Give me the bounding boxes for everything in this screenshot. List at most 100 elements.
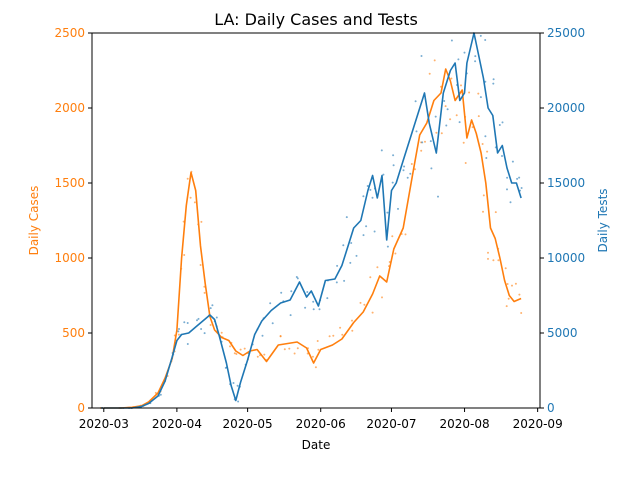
data-point-tests [391, 181, 394, 184]
data-point-tests [415, 130, 418, 133]
data-point-tests [349, 261, 352, 264]
data-point-cases [487, 257, 489, 260]
data-point-cases [283, 348, 286, 351]
data-point-cases [494, 211, 497, 214]
data-point-tests [183, 321, 186, 324]
x-tick-label: 2020-04 [152, 417, 202, 431]
data-point-tests [437, 195, 439, 198]
y-left-tick-label: 1500 [54, 176, 85, 190]
data-point-tests [335, 281, 338, 284]
data-point-cases [376, 266, 379, 269]
data-point-cases [363, 303, 366, 306]
y-axis-label-right: Daily Tests [596, 188, 610, 252]
data-point-cases [518, 293, 521, 296]
data-point-tests [450, 39, 453, 42]
data-point-cases [482, 210, 484, 213]
data-point-cases [316, 340, 319, 342]
data-point-tests [343, 279, 346, 282]
data-point-tests [463, 51, 466, 54]
data-point-cases [468, 91, 471, 94]
data-point-cases [200, 220, 203, 223]
data-point-tests [345, 216, 348, 219]
data-point-tests [382, 173, 385, 176]
data-point-tests [369, 188, 372, 191]
x-tick-label: 2020-09 [513, 417, 563, 431]
data-point-tests [186, 343, 189, 345]
data-point-tests [397, 207, 399, 210]
y-left-tick-label: 2000 [54, 101, 85, 115]
data-point-tests [414, 100, 417, 103]
data-point-tests [296, 277, 299, 280]
data-point-cases [239, 348, 242, 351]
data-point-tests [520, 187, 523, 189]
data-point-tests [186, 322, 189, 324]
data-point-cases [279, 335, 282, 337]
data-point-cases [435, 131, 438, 134]
x-tick-label: 2020-05 [223, 417, 273, 431]
data-point-tests [445, 124, 448, 127]
data-point-tests [280, 291, 283, 294]
data-point-cases [477, 92, 480, 95]
axes-layer: 2020-03 2020-04 2020-05 2020-06 2020-07 2020-… [54, 26, 585, 431]
x-axis-label: Date [302, 438, 331, 452]
data-point-tests [392, 154, 395, 157]
data-point-cases [209, 324, 212, 326]
data-point-tests [518, 176, 521, 179]
data-point-tests [457, 58, 460, 61]
data-point-tests [509, 201, 512, 204]
data-point-tests [474, 55, 477, 58]
data-point-cases [177, 333, 180, 336]
data-point-cases [424, 140, 426, 143]
data-point-tests [402, 169, 405, 172]
data-point-cases [450, 77, 453, 80]
data-point-cases [506, 283, 509, 285]
y-right-tick-label: 15000 [547, 176, 585, 190]
data-point-tests [237, 400, 240, 403]
data-point-tests [392, 164, 395, 167]
data-point-cases [520, 312, 523, 314]
data-point-cases [404, 233, 407, 236]
series-line-tests [103, 32, 522, 409]
data-point-tests [386, 245, 389, 248]
data-point-cases [514, 282, 517, 285]
data-point-tests [362, 234, 365, 237]
data-point-cases [497, 259, 500, 262]
y-right-tick-label: 5000 [547, 326, 578, 340]
data-point-tests [501, 155, 503, 157]
plot-frame [91, 32, 541, 409]
data-point-tests [492, 82, 495, 85]
data-point-cases [203, 291, 206, 294]
data-point-cases [420, 149, 423, 152]
data-point-tests [434, 115, 437, 118]
data-point-cases [440, 132, 443, 135]
data-point-cases [314, 366, 317, 369]
data-point-tests [429, 140, 432, 143]
data-point-tests [485, 157, 488, 159]
data-point-cases [332, 334, 335, 337]
data-point-cases [487, 251, 489, 254]
data-point-tests [366, 185, 369, 187]
data-point-cases [369, 276, 372, 279]
data-point-tests [403, 165, 406, 168]
data-point-cases [449, 118, 452, 121]
data-point-cases [504, 267, 507, 270]
data-point-cases [477, 115, 480, 118]
data-point-cases [433, 59, 436, 62]
data-point-tests [326, 297, 329, 300]
y-left-tick-label: 2500 [54, 26, 85, 40]
data-point-tests [498, 124, 501, 126]
data-point-cases [341, 333, 344, 336]
series-lines-layer [103, 32, 522, 409]
data-point-cases [371, 311, 374, 314]
data-point-cases [464, 162, 467, 164]
data-point-tests [295, 276, 298, 278]
data-point-tests [289, 314, 292, 317]
data-point-cases [229, 345, 231, 348]
data-point-tests [484, 39, 487, 41]
data-point-tests [362, 195, 365, 198]
data-point-cases [220, 331, 223, 334]
y-axis-label-left: Daily Cases [27, 186, 41, 256]
data-point-tests [492, 78, 495, 81]
